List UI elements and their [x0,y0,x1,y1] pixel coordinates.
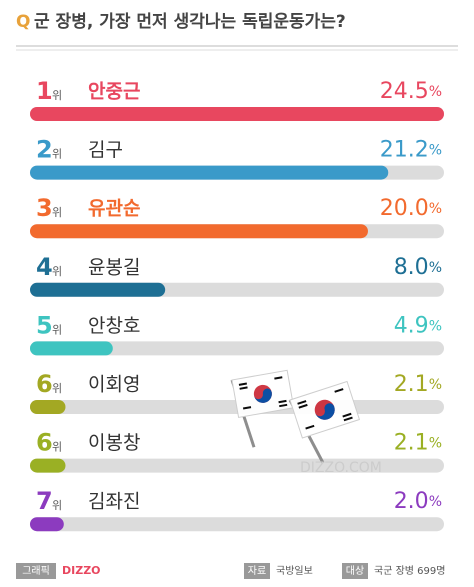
footer-label: 그래픽 [22,565,50,577]
rank-suffix: 위 [52,382,62,395]
question-mark: Q [16,12,30,32]
bar [30,341,113,356]
footer-tag [342,563,368,579]
footer-value: 국방일보 [276,565,313,577]
value-label: 4.9% [394,313,442,338]
bar [30,165,389,180]
category-label: 윤봉길 [88,256,140,278]
footer-tag [16,563,56,579]
rank-suffix: 위 [52,499,62,512]
rank-number: 5 [36,311,53,339]
value-label: 21.2% [380,138,442,163]
chart-title: 군 장병, 가장 먼저 생각나는 독립운동가는? [34,12,346,32]
rank-number: 6 [36,370,53,398]
rank-number: 1 [36,77,53,105]
category-label: 유관순 [88,198,140,220]
footer-label: 대상 [346,565,364,577]
bar [30,517,64,532]
value-label: 24.5% [380,79,442,104]
rank-suffix: 위 [52,265,62,278]
category-label: 김구 [88,139,123,161]
value-label: 20.0% [380,196,442,221]
category-label: 이봉창 [88,432,140,454]
value-label: 2.1% [394,431,442,456]
rank-suffix: 위 [52,441,62,454]
bar-track [30,341,444,356]
value-label: 2.1% [394,372,442,397]
footer-label: 자료 [248,565,266,577]
footer-value: 국군 장병 699명 [374,565,445,577]
category-label: 김좌진 [88,491,140,513]
category-label: 이회영 [88,374,140,396]
bar [30,107,444,121]
value-label: 2.0% [394,489,442,514]
bar [30,400,66,414]
rank-number: 3 [36,194,53,222]
rank-number: 6 [36,429,53,457]
value-label: 8.0% [394,255,442,280]
rank-number: 2 [36,136,53,164]
flags [230,369,361,464]
rows: 1 위 안중근 24.5%2 위 김구 21.2%3 위 유관순 20.0%4 위 윤봉길 8.0%5 위… [30,77,444,532]
rank-suffix: 위 [52,148,62,161]
rank-number: 4 [36,253,53,281]
rank-suffix: 위 [52,89,62,102]
watermark: DIZZO.COM [300,460,382,476]
bar-track [30,458,444,473]
category-label: 안창호 [88,315,140,337]
footer-value: DIZZO [62,564,101,577]
rank-suffix: 위 [52,323,62,336]
bar [30,282,166,297]
bar [30,458,66,473]
bar [30,224,368,239]
category-label: 안중근 [88,81,140,103]
footer-tag [244,563,270,579]
rank-number: 7 [36,487,53,515]
rank-suffix: 위 [52,206,62,219]
bar-track [30,517,444,532]
